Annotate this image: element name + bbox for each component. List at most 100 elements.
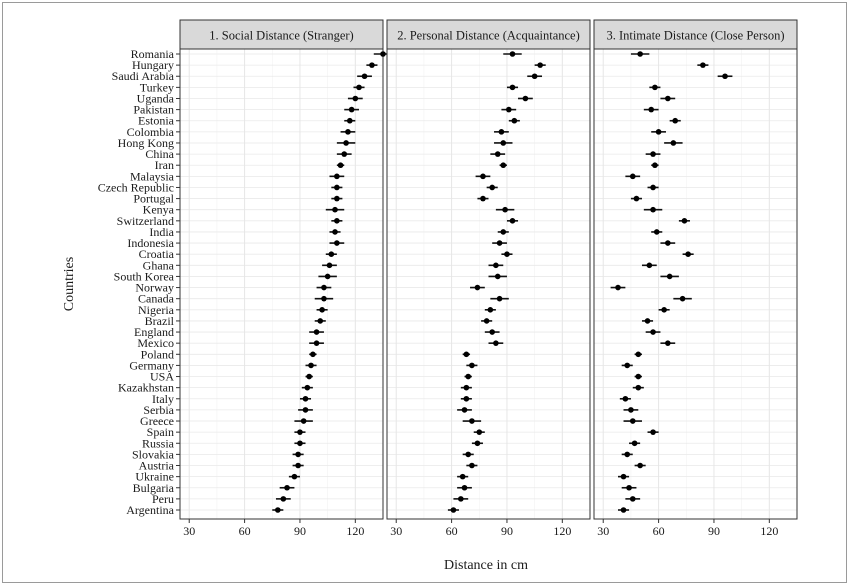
data-point [319,307,325,313]
data-point [321,284,327,291]
y-tick-label: Ghana [143,258,175,272]
data-point [295,451,301,458]
data-point [280,496,287,502]
data-point [650,429,656,435]
data-point [469,462,475,469]
data-point [295,462,301,469]
data-point [500,140,507,146]
data-point [483,318,490,324]
data-point [334,184,340,191]
data-point [334,240,340,246]
y-tick-label: China [145,147,174,161]
y-tick-label: Canada [138,292,175,306]
data-point [537,62,543,68]
data-point [506,106,512,113]
y-tick-label: Germany [129,358,174,372]
y-tick-label: Estonia [138,114,175,128]
y-tick-label: Indonesia [127,236,174,250]
data-point [332,229,338,235]
y-tick-label: Austria [139,459,175,473]
y-tick-label: England [134,325,174,339]
data-point [498,129,505,135]
data-point [469,362,475,369]
y-tick-label: Nigeria [138,303,175,317]
y-tick-label: USA [150,370,174,384]
data-point [341,151,348,157]
data-point [681,218,688,224]
data-point [620,473,627,480]
data-point [496,240,503,246]
y-tick-label: Malaysia [130,169,175,183]
y-tick-label: Serbia [143,403,174,417]
y-tick-label: Ukraine [135,470,174,484]
data-point [635,351,642,358]
data-point [489,184,495,191]
panel-title: 2. Personal Distance (Acquaintance) [397,29,580,43]
data-point [648,106,655,113]
y-tick-label: Switzerland [117,214,174,228]
data-point [522,95,529,102]
data-point [334,218,340,224]
y-tick-label: Russia [142,436,175,450]
data-point [637,51,643,57]
data-point [302,395,309,402]
x-tick-label: 30 [183,524,195,538]
y-tick-label: Croatia [139,247,175,261]
data-point [317,318,324,324]
data-point [635,373,642,380]
data-point [650,206,656,213]
data-point [356,84,362,91]
panel-area [386,48,591,520]
y-tick-label: Poland [141,347,174,361]
data-point [313,340,320,346]
data-point [461,484,468,491]
y-tick-label: Argentina [126,503,174,517]
data-point [461,407,468,413]
panel-title: 1. Social Distance (Stranger) [209,29,353,43]
data-point [653,229,660,235]
data-point [531,73,538,80]
panel-area [593,48,798,520]
y-tick-label: Portugal [133,192,174,206]
data-point [487,307,494,313]
y-tick-label: Uganda [137,91,175,105]
data-point [626,484,632,491]
y-tick-label: Greece [140,414,174,428]
y-tick-label: Saudi Arabia [112,69,175,83]
data-point [361,73,368,80]
data-point [463,395,470,402]
data-point [629,496,636,502]
data-point [665,95,671,102]
data-point [655,129,662,135]
data-point [661,307,667,313]
data-point [300,418,307,424]
y-tick-label: Iran [155,158,174,172]
data-point [380,51,386,57]
data-point [346,117,353,124]
data-point [650,151,656,157]
y-tick-label: Colombia [127,125,175,139]
data-point [665,240,671,246]
data-point [500,229,507,235]
data-point [304,384,311,391]
data-point [644,318,651,324]
data-point [502,206,508,213]
y-tick-label: Mexico [137,336,174,350]
x-tick-label: 90 [501,524,513,538]
data-point [459,473,466,480]
data-point [500,162,507,169]
y-tick-label: Pakistan [133,103,174,117]
y-tick-label: South Korea [114,269,175,283]
data-point [670,140,677,146]
data-point [310,351,316,358]
data-point [476,429,483,435]
data-point [504,251,510,257]
data-point [465,451,472,458]
y-tick-label: Turkey [140,80,174,94]
data-point [666,273,673,280]
y-tick-label: Kenya [143,203,175,217]
data-point [672,117,678,124]
data-point [489,329,495,335]
data-point [480,195,486,202]
